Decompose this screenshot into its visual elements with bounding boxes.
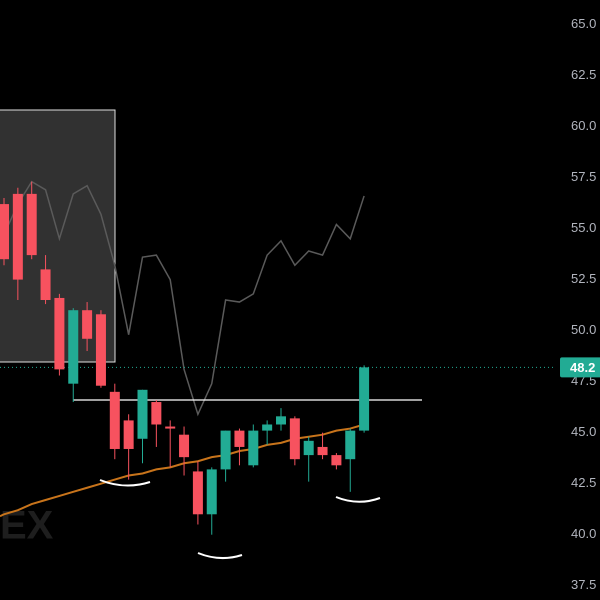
candle-body xyxy=(151,402,162,425)
price-tag xyxy=(560,357,600,378)
candle-body xyxy=(317,446,328,456)
y-tick-label: 60.0 xyxy=(571,118,596,133)
candle-body xyxy=(262,424,273,431)
y-tick-label: 37.5 xyxy=(571,577,596,592)
candle-body xyxy=(303,440,314,456)
y-tick-label: 57.5 xyxy=(571,169,596,184)
candle-body xyxy=(276,416,286,425)
candle-body xyxy=(331,455,342,466)
candle-body xyxy=(248,430,259,466)
candle-body xyxy=(289,418,300,460)
candle-body xyxy=(82,310,93,339)
plot: 65.062.560.057.555.052.550.047.545.042.5… xyxy=(0,16,596,592)
candle-body xyxy=(40,269,51,300)
candle-body xyxy=(359,367,370,431)
y-tick-label: 55.0 xyxy=(571,220,596,235)
candle-body xyxy=(26,193,37,256)
annotation-curve xyxy=(99,479,151,487)
annotation-curve xyxy=(335,496,381,503)
candle-body xyxy=(234,430,245,447)
y-tick-label: 45.0 xyxy=(571,424,596,439)
candle-body xyxy=(0,204,9,260)
candle-body xyxy=(54,297,65,370)
y-tick-label: 62.5 xyxy=(571,67,596,82)
candle-body xyxy=(137,389,148,439)
candle-body xyxy=(192,471,203,515)
annotation-curve xyxy=(197,552,243,559)
candle-body xyxy=(165,426,176,429)
candle-body xyxy=(109,391,120,449)
candle-body xyxy=(12,193,23,280)
overlay-line xyxy=(3,180,365,417)
candle-body xyxy=(220,430,231,470)
y-tick-label: 65.0 xyxy=(571,16,596,31)
candle-body xyxy=(179,434,190,458)
candle-body xyxy=(206,469,217,515)
watermark: EX xyxy=(0,504,54,548)
price-tag-label: 48.2 xyxy=(570,360,595,375)
candle-body xyxy=(68,310,79,384)
candle-body xyxy=(123,420,134,449)
candle-body xyxy=(95,314,106,386)
y-tick-label: 42.5 xyxy=(571,475,596,490)
y-tick-label: 52.5 xyxy=(571,271,596,286)
y-tick-label: 50.0 xyxy=(571,322,596,337)
y-tick-label: 40.0 xyxy=(571,526,596,541)
candle-body xyxy=(345,430,356,460)
